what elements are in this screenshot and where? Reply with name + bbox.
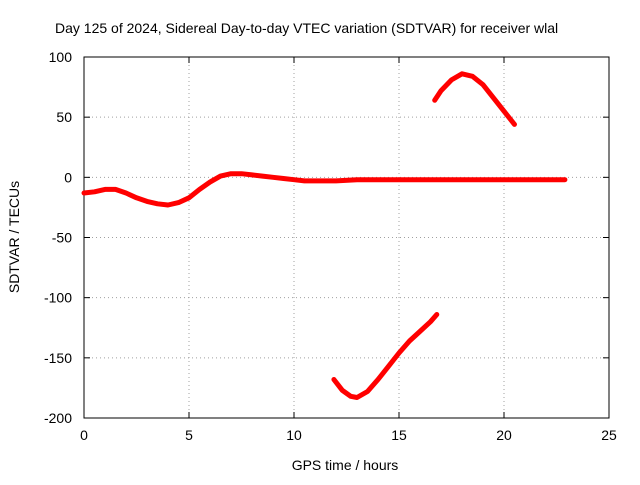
grid: [84, 57, 609, 418]
x-tick-label: 10: [286, 427, 302, 443]
x-tick-label: 5: [185, 427, 193, 443]
y-tick-label: -150: [44, 350, 72, 366]
y-tick-label: -50: [52, 230, 72, 246]
y-tick-label: 100: [49, 49, 73, 65]
chart-title: Day 125 of 2024, Sidereal Day-to-day VTE…: [55, 20, 558, 36]
series-layer: [81, 71, 568, 400]
y-tick-label: 50: [56, 109, 72, 125]
series-line-main: [81, 171, 568, 208]
x-tick-label: 20: [496, 427, 512, 443]
series-line-arc-lower: [331, 312, 440, 400]
x-tick-label: 15: [391, 427, 407, 443]
x-axis-label: GPS time / hours: [292, 457, 399, 473]
x-tick-label: 25: [601, 427, 617, 443]
y-tick-label: -200: [44, 410, 72, 426]
series-line-arc-upper: [432, 71, 517, 127]
x-tick-label: 0: [80, 427, 88, 443]
axis-ticks: 0 5 10 15 20 25 -200 -150 -100 -50 0 50 100: [44, 49, 617, 443]
y-tick-label: -100: [44, 290, 72, 306]
y-axis-label: SDTVAR / TECUs: [6, 181, 22, 293]
plot-frame: [83, 56, 610, 419]
y-tick-label: 0: [64, 169, 72, 185]
